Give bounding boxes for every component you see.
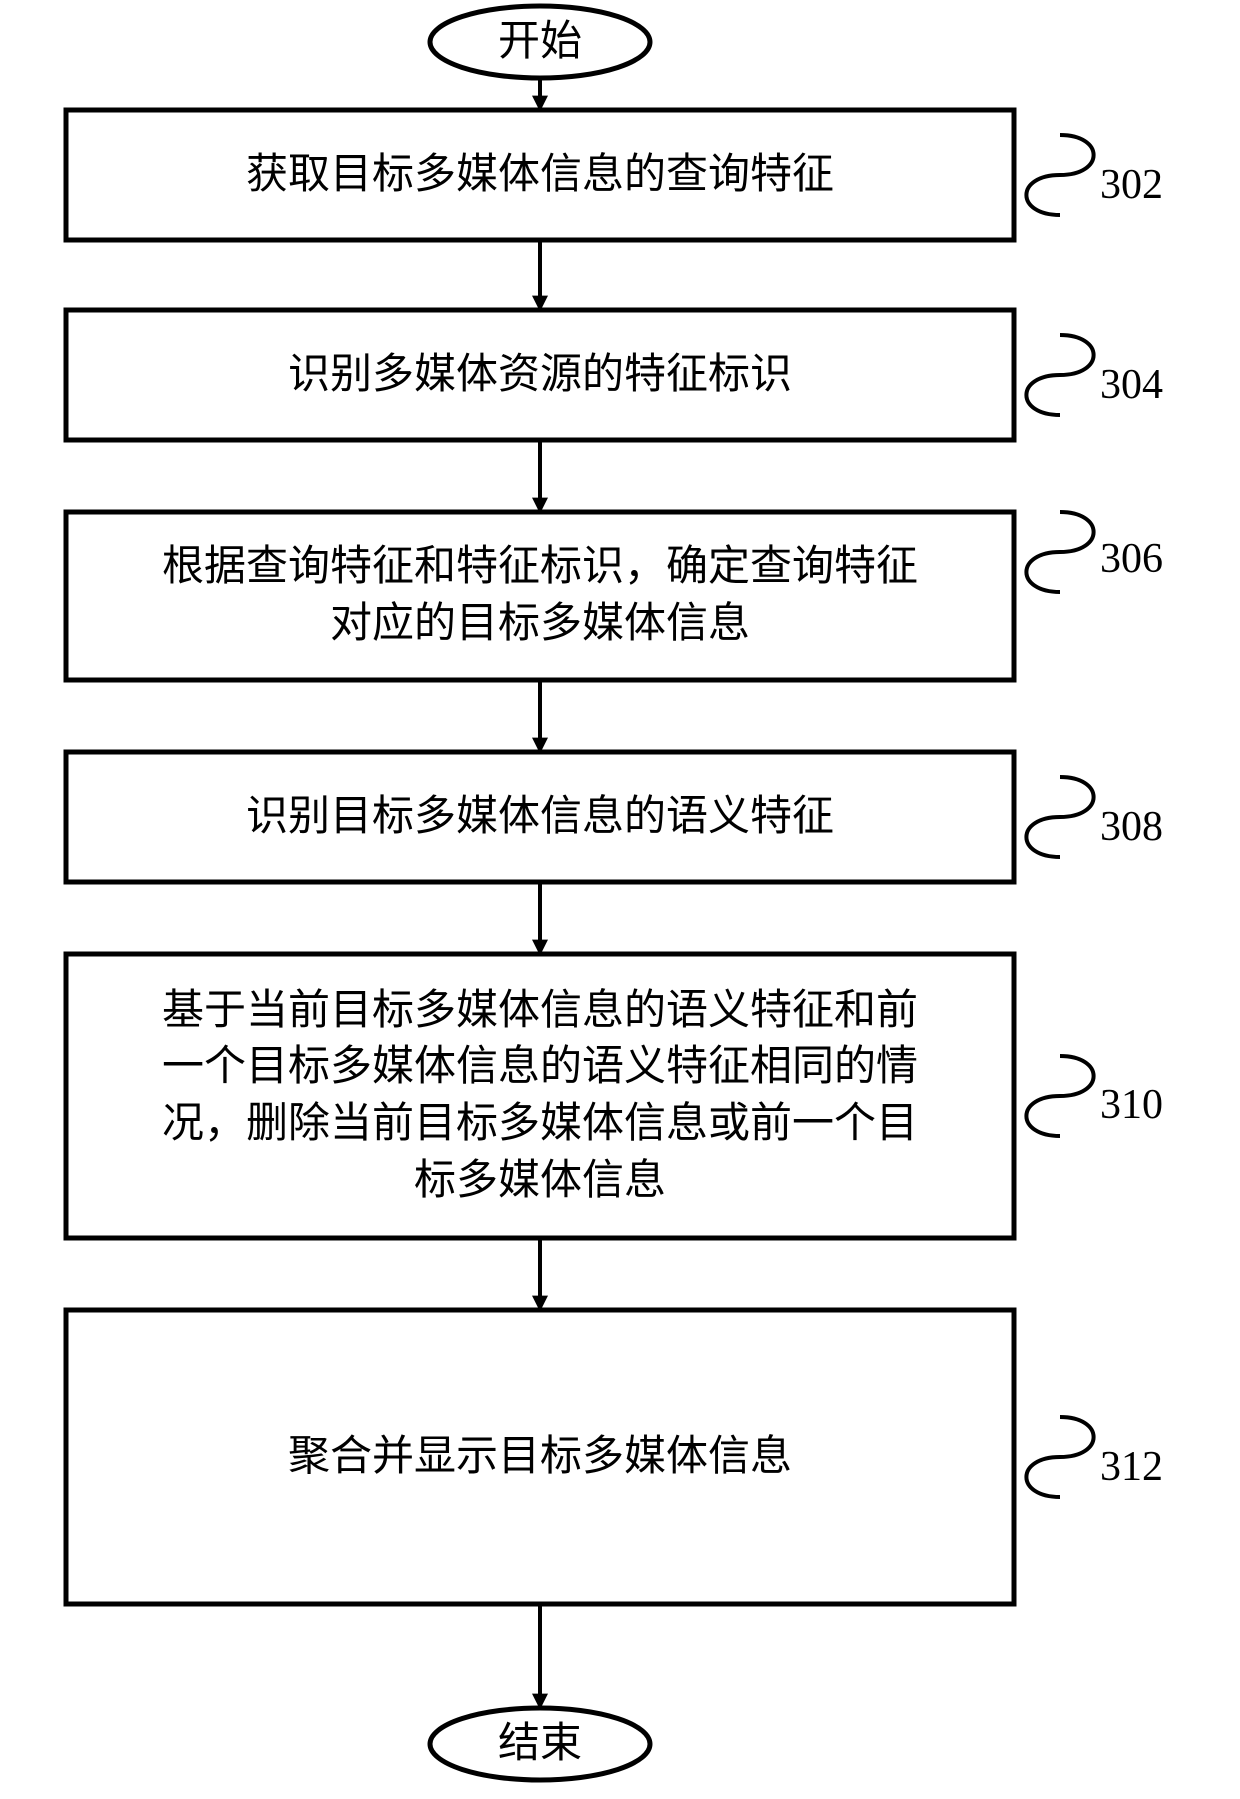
step-box-text: 根据查询特征和特征标识，确定查询特征对应的目标多媒体信息 [66,512,1014,680]
step-number-label: 306 [1100,535,1163,583]
terminal-label: 结束 [430,1708,650,1780]
terminal-label: 开始 [430,6,650,78]
step-number-label: 308 [1100,803,1163,851]
step-box-text: 基于当前目标多媒体信息的语义特征和前一个目标多媒体信息的语义特征相同的情况，删除… [66,954,1014,1238]
step-number-label: 312 [1100,1443,1163,1491]
step-box-text: 获取目标多媒体信息的查询特征 [66,110,1014,240]
step-number-label: 304 [1100,361,1163,409]
step-box-text: 聚合并显示目标多媒体信息 [66,1310,1014,1604]
step-number-label: 310 [1100,1081,1163,1129]
step-box-text: 识别多媒体资源的特征标识 [66,310,1014,440]
step-box-text: 识别目标多媒体信息的语义特征 [66,752,1014,882]
step-number-label: 302 [1100,161,1163,209]
